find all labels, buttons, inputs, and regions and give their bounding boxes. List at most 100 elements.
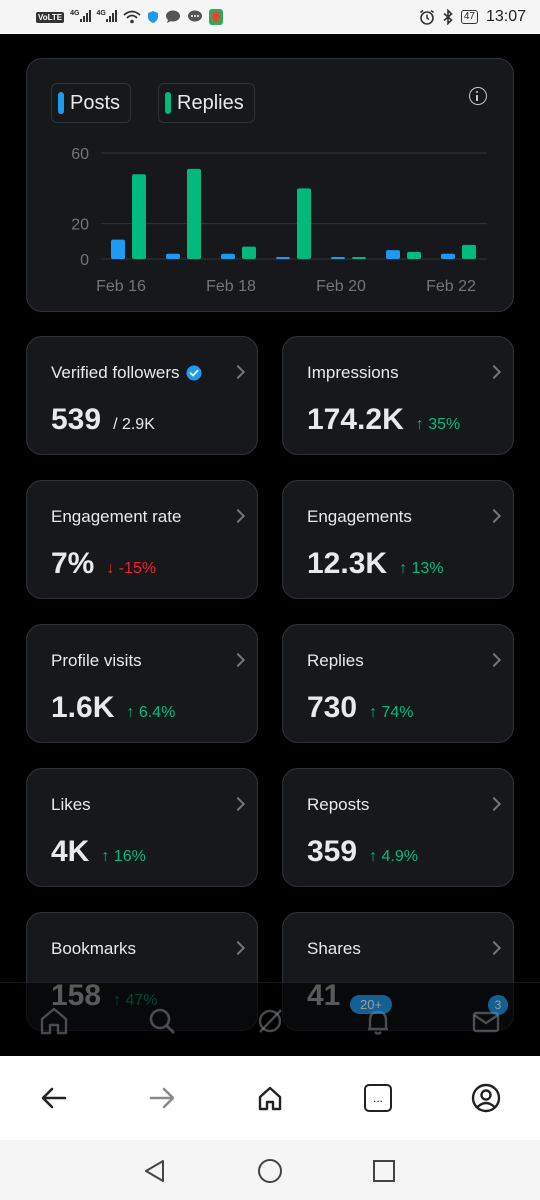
bar-posts-feb-17[interactable] [166,253,180,259]
bar-posts-feb-19[interactable] [276,257,290,259]
bar-posts-feb-16[interactable] [111,239,125,259]
system-navigation-bar [0,1140,540,1200]
signal-1: 4G [70,9,91,25]
info-icon[interactable] [469,87,487,105]
system-recents-button[interactable] [371,1158,397,1184]
stat-total: / 2.9K [113,416,155,433]
stat-value: 539 [51,403,102,436]
stat-card-impressions[interactable]: Impressions 174.2K ↑ 35% [282,336,514,455]
nav-search[interactable] [144,1003,180,1039]
stat-title-text: Engagement rate [51,507,182,526]
analytics-content: 0 20 60 Feb 16 Feb 18 Feb 20 Feb 22 Posts Repl… [0,34,540,1056]
activity-chart-card: 0 20 60 Feb 16 Feb 18 Feb 20 Feb 22 Posts Repl… [26,58,514,312]
chat-bubble-icon [165,10,180,23]
status-right: 47 13:07 [419,8,526,26]
stat-title: Replies [307,651,364,671]
maps-icon [208,9,223,25]
arrow-left-icon [41,1087,67,1109]
chevron-right-icon [486,652,502,668]
system-back-button[interactable] [142,1158,168,1184]
stat-card-likes[interactable]: Likes 4K ↑ 16% [26,768,258,887]
stat-title: Impressions [307,363,399,383]
stat-title-text: Shares [307,939,361,958]
stat-value-row: 174.2K ↑ 35% [307,403,460,437]
bar-replies-feb-20[interactable] [352,257,366,259]
chevron-right-icon [230,652,246,668]
square-recents-icon [373,1160,395,1182]
nav-home[interactable] [36,1003,72,1039]
posts-swatch [58,92,64,114]
forward-button[interactable] [142,1078,182,1118]
stat-value: 730 [307,691,358,724]
account-circle-icon [471,1083,501,1113]
search-icon [149,1008,175,1034]
stat-card-verified-followers[interactable]: Verified followers 539 / 2.9K [26,336,258,455]
tabs-button[interactable]: ... [358,1078,398,1118]
bar-replies-feb-21[interactable] [407,251,421,259]
stat-title-text: Profile visits [51,651,142,670]
bar-replies-feb-17[interactable] [187,168,201,259]
bar-replies-feb-19[interactable] [297,188,311,259]
grok-icon [258,1009,282,1033]
x-tick-label: Feb 22 [426,278,476,295]
profile-button[interactable] [466,1078,506,1118]
x-tick-label: Feb 20 [316,278,366,295]
nav-messages[interactable] [468,1003,504,1039]
nav-grok[interactable] [252,1003,288,1039]
verified-badge-icon [186,365,202,381]
chevron-right-icon [230,796,246,812]
legend-posts-label: Posts [70,91,121,114]
stat-card-reposts[interactable]: Reposts 359 ↑ 4.9% [282,768,514,887]
x-tick-label: Feb 16 [96,278,146,295]
signal-2: 4G [97,9,117,25]
bar-replies-feb-16[interactable] [132,174,146,259]
stat-title-text: Replies [307,651,364,670]
system-home-button[interactable] [257,1158,283,1184]
stat-change: ↑ 6.4% [126,704,176,721]
legend-posts-toggle[interactable]: Posts [51,83,132,123]
stat-value: 4K [51,835,90,868]
bar-posts-feb-21[interactable] [386,250,400,259]
stat-title-text: Reposts [307,795,370,814]
stat-change: ↑ 74% [369,704,414,721]
stat-card-engagements[interactable]: Engagements 12.3K ↑ 13% [282,480,514,599]
legend-replies-toggle[interactable]: Replies [158,83,255,123]
stat-value: 7% [51,547,95,580]
bar-replies-feb-22[interactable] [462,244,476,259]
stat-card-profile-visits[interactable]: Profile visits 1.6K ↑ 6.4% [26,624,258,743]
stat-title: Engagements [307,507,412,527]
bar-replies-feb-18[interactable] [242,246,256,259]
mail-icon [472,1011,500,1033]
alarm-icon [419,9,434,25]
stat-value: 174.2K [307,403,404,436]
chevron-right-icon [486,364,502,380]
messages-badge: 3 [488,995,508,1015]
notifications-count-pill: 20+ [350,995,393,1014]
stat-value-row: 4K ↑ 16% [51,835,146,869]
triangle-back-icon [145,1160,164,1182]
status-bar: VoLTE 4G 4G 47 13:07 [0,0,540,34]
stat-card-replies[interactable]: Replies 730 ↑ 74% [282,624,514,743]
x-bottom-nav: 20+ 3 [0,982,540,1056]
signal-bars-icon [79,9,91,22]
y-tick-label: 60 [71,146,89,163]
stat-title: Engagement rate [51,507,181,527]
signal-bars-icon [105,9,117,22]
bar-posts-feb-22[interactable] [441,253,455,259]
stat-card-engagement-rate[interactable]: Engagement rate 7% ↓ -15% [26,480,258,599]
stat-title-text: Impressions [307,363,399,382]
chevron-right-icon [230,940,246,956]
stat-title: Likes [51,795,91,815]
stat-title: Shares [307,939,361,959]
stat-value: 1.6K [51,691,115,724]
stat-change: ↑ 4.9% [369,848,418,865]
y-tick-label: 0 [80,252,89,269]
replies-swatch [165,92,171,114]
bluetooth-icon [443,9,453,25]
back-button[interactable] [34,1078,74,1118]
browser-home-button[interactable] [250,1078,290,1118]
bar-posts-feb-20[interactable] [331,257,345,259]
bar-posts-feb-18[interactable] [221,253,235,259]
stat-title: Profile visits [51,651,142,671]
stat-change: ↓ -15% [106,560,157,577]
